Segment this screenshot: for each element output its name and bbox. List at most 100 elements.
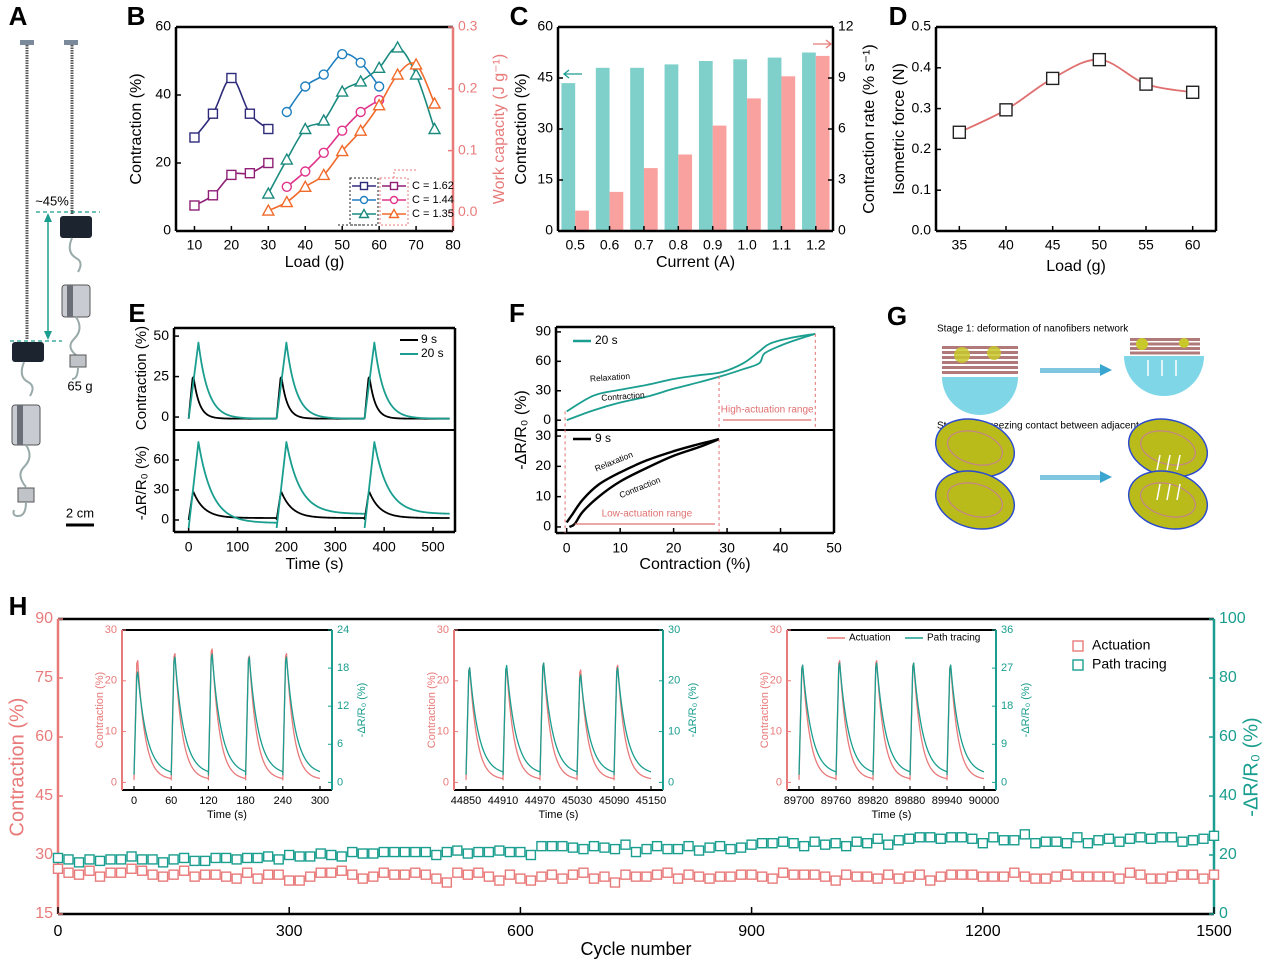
path-tracing-point (777, 836, 789, 847)
actuation-point (1051, 871, 1062, 882)
triangle-marker (390, 40, 405, 53)
binder-clip-right (60, 216, 92, 238)
x-tick-label: 30 (719, 540, 735, 556)
actuation-point (178, 865, 190, 876)
actuation-point (883, 869, 894, 880)
path-tracing-point (578, 843, 589, 855)
bar-contraction-rate (712, 125, 727, 231)
x-tick-label: 1200 (965, 923, 1001, 940)
path-tracing-point (599, 842, 610, 853)
load-annotation: 65 g (67, 378, 92, 393)
path-tracing-point (672, 843, 684, 855)
y-tick-label: 3 (838, 171, 846, 187)
right-axis-arrowhead-icon (825, 39, 833, 49)
path-tracing-point (1166, 832, 1178, 843)
path-tracing-point (746, 839, 757, 850)
path-tracing-point (641, 843, 652, 855)
actuation-point (946, 869, 957, 880)
triangle-marker (372, 60, 386, 74)
y2-tick-label: 27 (1001, 662, 1013, 674)
hook-left (20, 361, 34, 397)
path-tracing-point (967, 833, 978, 844)
y-tick-label: 12 (838, 18, 854, 34)
particle (1179, 338, 1189, 348)
triangle-marker (335, 84, 349, 97)
x-tick-label: 0 (131, 795, 137, 807)
squeeze-arrow-icon (1176, 483, 1181, 501)
bar-contraction-rate (643, 168, 658, 231)
actuation-point (220, 871, 232, 882)
inset-y2-axis-title: -ΔR/R₀ (%) (687, 683, 699, 738)
path-tracing-point (725, 843, 736, 855)
circle-marker (355, 57, 366, 68)
inset-x-axis-title: Time (s) (539, 809, 579, 821)
actuation-point (914, 869, 925, 880)
particle (987, 346, 1001, 360)
y-tick-label: 10 (535, 487, 551, 503)
actuation-point (777, 867, 789, 878)
actuation-point (767, 873, 778, 884)
x-tick-label: 70 (408, 237, 424, 253)
path-tracing-point (410, 846, 421, 858)
y-tick-label: 60 (155, 18, 171, 34)
coil-compressed-fiber (1140, 482, 1196, 518)
x-tick-label: 300 (276, 923, 303, 940)
y-axis-title: Contraction (%) (513, 73, 530, 184)
contraction-trace (275, 341, 365, 420)
inset-legend-label: Path tracing (927, 633, 980, 644)
triangle-marker (317, 113, 331, 126)
y-tick-label: 0 (776, 776, 782, 788)
y-tick-label: 30 (437, 624, 449, 636)
x-tick-label: 50 (334, 237, 350, 253)
bar-contraction (664, 64, 679, 232)
y-tick-label: 90 (35, 610, 53, 627)
triangle-marker (298, 179, 312, 193)
x-tick-label: 35 (952, 237, 968, 253)
panel-g-schematic: G Stage 1: deformation of nanofibers netw… (887, 301, 1209, 530)
actuation-point (1124, 867, 1136, 878)
y-tick-label: 60 (35, 728, 53, 745)
chart-c: C 0.5 0.6 0.7 0.8 0.9 1.0 1.1 1.2 0 15 30 45 60 0 3 6 9 12… (510, 1, 879, 271)
actuation-point (967, 869, 978, 880)
axes-frame-b (174, 25, 455, 233)
actuation-point (1208, 869, 1220, 880)
bar-contraction (802, 52, 816, 231)
relaxation-label: Relaxation (590, 371, 631, 384)
x-tick-label: 1.0 (737, 237, 757, 253)
y-axis-title-bottom: -ΔR/R₀ (%) (133, 446, 150, 521)
y-tick-label: 0 (838, 222, 846, 238)
x-tick-label: 80 (445, 237, 461, 253)
y-tick-label: 20 (437, 675, 449, 687)
y-tick-label: 0 (443, 776, 449, 788)
legend-label: 9 s (595, 431, 611, 445)
x-tick-label: 20 (224, 237, 240, 253)
panel-letter-e: E (128, 298, 145, 328)
force-curve (958, 58, 1193, 134)
bar-contraction-rate (815, 55, 830, 232)
actuation-point (157, 871, 169, 882)
path-tracing-point (1114, 836, 1125, 847)
path-tracing-point (252, 852, 263, 864)
contraction-trace (363, 341, 450, 420)
actuation-point (893, 873, 904, 884)
actuation-point (641, 871, 652, 882)
y-tick-label: 10 (770, 725, 782, 737)
y-tick-label: 40 (1219, 787, 1237, 804)
y-tick-label: 45 (35, 787, 53, 804)
legend-marker (1072, 640, 1084, 652)
clamp-top-right (64, 40, 78, 45)
path-tracing-point (336, 851, 347, 862)
x-tick-label: 0 (54, 923, 63, 940)
path-tracing-point (189, 855, 200, 867)
path-tracing-point (588, 840, 600, 852)
panel-letter-d: D (889, 1, 908, 31)
path-tracing-point (399, 846, 410, 858)
x-tick-label: 1.2 (806, 237, 826, 253)
path-tracing-point (483, 846, 495, 858)
actuation-point (368, 871, 379, 882)
square-marker (207, 190, 219, 201)
y-tick-label: 0.3 (458, 18, 478, 34)
hysteresis-trace (566, 332, 816, 413)
